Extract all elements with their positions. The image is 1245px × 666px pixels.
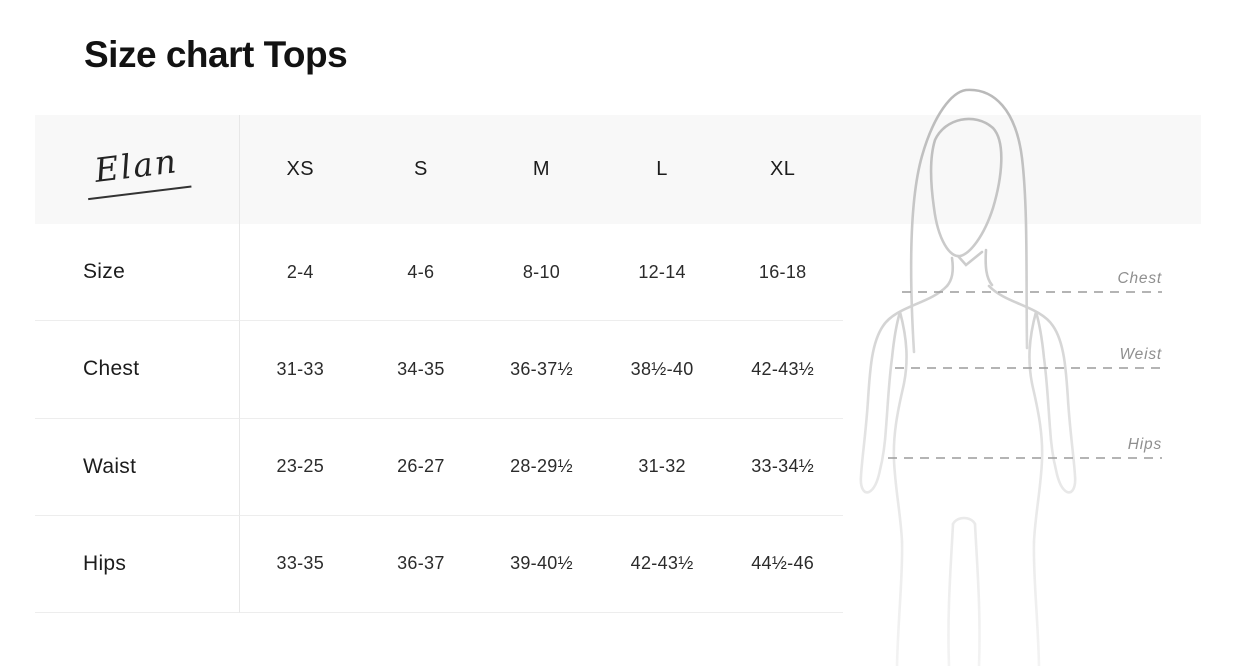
female-body-outline-icon: Chest Weist Hips <box>859 88 1163 666</box>
cell-waist-xs: 23-25 <box>240 419 361 516</box>
column-header-xs: XS <box>286 158 315 180</box>
brand-logo: Elan <box>82 139 192 200</box>
page-title: Size chart Tops <box>84 34 348 75</box>
cell-waist-s: 26-27 <box>360 419 482 516</box>
cell-hips-xl: 44½-46 <box>722 516 843 613</box>
column-header-l: L <box>656 158 668 180</box>
cell-size-m: 8-10 <box>481 224 602 322</box>
cell-chest-xs: 31-33 <box>240 321 361 419</box>
cell-chest-m: 36-37½ <box>481 321 602 419</box>
waist-measure-label: Weist <box>1120 346 1162 363</box>
size-chart-table: Elan XS S M L XL Size 2-4 4-6 8-10 12-14… <box>35 115 843 613</box>
cell-chest-xl: 42-43½ <box>722 321 843 419</box>
cell-size-xl: 16-18 <box>722 224 843 322</box>
cell-chest-s: 34-35 <box>360 321 482 419</box>
chest-measure-label: Chest <box>1118 270 1163 287</box>
cell-hips-l: 42-43½ <box>601 516 723 613</box>
cell-waist-xl: 33-34½ <box>722 419 843 516</box>
cell-hips-xs: 33-35 <box>240 516 361 613</box>
column-header-xl: XL <box>769 158 796 180</box>
cell-size-xs: 2-4 <box>240 224 361 322</box>
brand-logo-cell: Elan <box>35 115 240 224</box>
column-header-s: S <box>413 158 428 180</box>
row-label-chest: Chest <box>35 321 240 419</box>
hips-measure-label: Hips <box>1128 436 1162 453</box>
cell-size-l: 12-14 <box>601 224 723 322</box>
row-label-hips: Hips <box>35 515 240 613</box>
cell-hips-m: 39-40½ <box>481 516 602 613</box>
cell-hips-s: 36-37 <box>360 516 482 613</box>
table-header-band <box>35 115 1201 224</box>
cell-waist-l: 31-32 <box>601 419 723 516</box>
row-label-waist: Waist <box>35 418 240 516</box>
cell-chest-l: 38½-40 <box>601 321 723 419</box>
body-measurement-illustration: Chest Weist Hips <box>850 80 1245 666</box>
row-label-size: Size <box>35 224 240 322</box>
column-header-m: M <box>532 158 551 180</box>
cell-size-s: 4-6 <box>360 224 482 322</box>
cell-waist-m: 28-29½ <box>481 419 602 516</box>
